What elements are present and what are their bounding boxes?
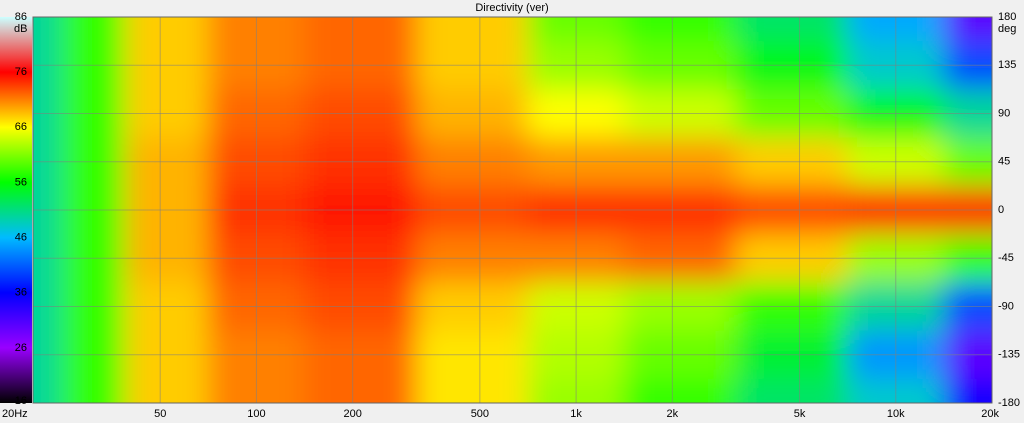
- heat-cell: [624, 17, 737, 42]
- heat-cell: [124, 378, 209, 403]
- x-tick-label: 50: [154, 408, 166, 420]
- colorbar-tick-label: 86: [15, 11, 27, 23]
- heat-cell: [304, 17, 417, 42]
- y-tick-label: 135: [998, 59, 1016, 71]
- heat-cell: [124, 17, 209, 42]
- heat-cell: [735, 378, 849, 403]
- y-tick-label: -135: [998, 349, 1020, 361]
- y-tick-label: -180: [998, 397, 1020, 409]
- heat-cell: [61, 378, 126, 403]
- colorbar-tick-label: 36: [15, 287, 27, 299]
- colorbar-tick-label: 76: [15, 66, 27, 78]
- x-tick-label: 20k: [981, 408, 999, 420]
- y-tick-label: -90: [998, 300, 1014, 312]
- plot-frame: [32, 16, 993, 404]
- colorbar-tick-label: 66: [15, 121, 27, 133]
- colorbar-tick-label: 56: [15, 176, 27, 188]
- chart-title: Directivity (ver): [475, 2, 548, 14]
- heat-cell: [33, 17, 62, 42]
- y-tick-label: 45: [998, 156, 1010, 168]
- colorbar-unit: dB: [14, 23, 27, 35]
- y-tick-label: 0: [998, 204, 1004, 216]
- heat-cell: [304, 378, 417, 403]
- x-tick-label: 20Hz: [2, 408, 28, 420]
- heat-cell: [61, 17, 126, 42]
- heat-cell: [943, 378, 992, 403]
- heatmap: [33, 17, 992, 403]
- x-tick-label: 10k: [887, 408, 905, 420]
- y-unit: deg: [998, 23, 1016, 35]
- x-tick-label: 100: [247, 408, 265, 420]
- x-tick-label: 1k: [570, 408, 582, 420]
- heat-cell: [416, 378, 529, 403]
- heat-cell: [33, 378, 62, 403]
- colorbar-tick-label: 16: [15, 395, 27, 407]
- x-tick-label: 200: [343, 408, 361, 420]
- x-tick-label: 5k: [794, 408, 806, 420]
- y-tick-label: 180: [998, 11, 1016, 23]
- heat-cell: [735, 17, 849, 42]
- y-tick-label: -45: [998, 252, 1014, 264]
- y-tick-label: 90: [998, 107, 1010, 119]
- x-tick-label: 2k: [667, 408, 679, 420]
- heat-cell: [624, 378, 737, 403]
- heat-cell: [943, 17, 992, 42]
- heat-cell: [416, 17, 529, 42]
- x-tick-label: 500: [471, 408, 489, 420]
- colorbar-tick-label: 26: [15, 342, 27, 354]
- colorbar: [0, 17, 32, 403]
- colorbar-tick-label: 46: [15, 231, 27, 243]
